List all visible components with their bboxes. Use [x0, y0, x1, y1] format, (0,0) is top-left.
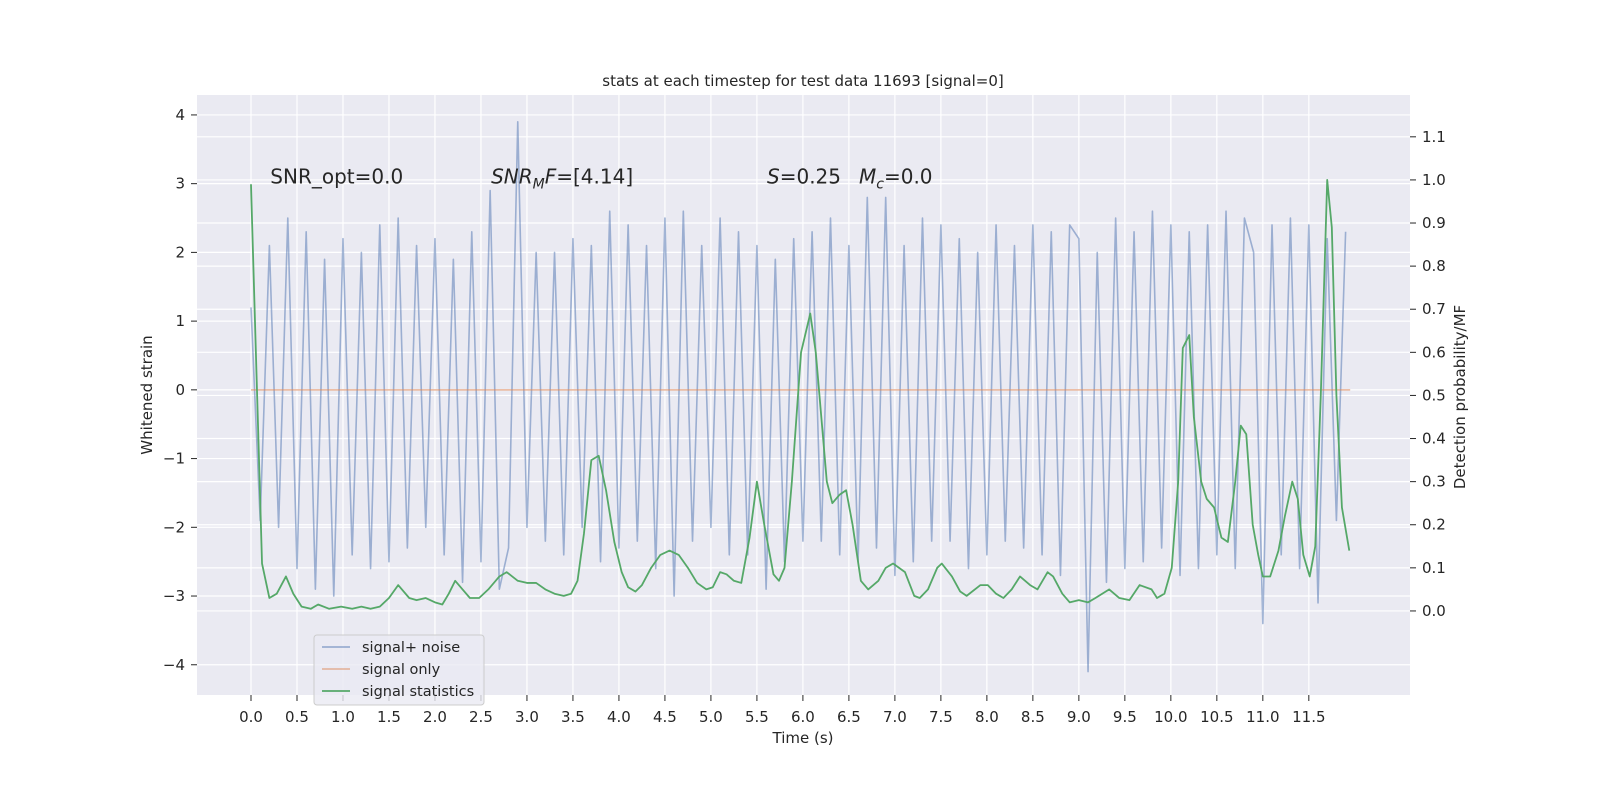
x-tick-label: 0.5 — [285, 708, 309, 726]
x-tick-label: 8.0 — [975, 708, 999, 726]
y2-axis-label: Detection probability/MF — [1451, 305, 1469, 489]
annotation-part: SNR_opt=0.0 — [270, 165, 403, 189]
x-tick-label: 2.0 — [423, 708, 447, 726]
y2-tick-label: 0.7 — [1422, 300, 1446, 318]
x-tick-label: 6.0 — [791, 708, 815, 726]
x-tick-label: 4.5 — [653, 708, 677, 726]
y-tick-label: −1 — [163, 450, 185, 468]
x-tick-label: 8.5 — [1021, 708, 1045, 726]
x-tick-label: 3.0 — [515, 708, 539, 726]
annotation-part: M — [859, 165, 876, 189]
x-tick-label: 11.5 — [1292, 708, 1325, 726]
y-tick-label: 3 — [175, 175, 185, 193]
x-tick-label: 7.5 — [929, 708, 953, 726]
annotation: SNR_opt=0.0 — [270, 165, 403, 189]
x-tick-label: 1.0 — [331, 708, 355, 726]
legend-box — [313, 634, 485, 706]
x-tick-label: 0.0 — [239, 708, 263, 726]
annotation-part: SNR — [491, 165, 533, 189]
y-tick-label: 4 — [175, 106, 185, 124]
x-axis-label: Time (s) — [772, 729, 834, 747]
y2-tick-label: 1.1 — [1422, 128, 1446, 146]
annotation: Mc=0.0 — [859, 165, 933, 193]
x-tick-label: 4.0 — [607, 708, 631, 726]
y2-tick-label: 0.1 — [1422, 559, 1446, 577]
grid — [197, 95, 1410, 695]
x-tick-label: 9.0 — [1067, 708, 1091, 726]
x-tick-label: 10.0 — [1154, 708, 1187, 726]
y2-tick-label: 0.3 — [1422, 473, 1446, 491]
annotation-part: =0.25 — [780, 165, 841, 189]
y2-tick-label: 0.9 — [1422, 214, 1446, 232]
annotation-part: =0.0 — [884, 165, 933, 189]
x-tick-label: 3.5 — [561, 708, 585, 726]
legend-label: signal statistics — [362, 684, 474, 700]
y-tick-label: −2 — [163, 518, 185, 536]
y2-tick-label: 0.5 — [1422, 386, 1446, 404]
annotation-part: M — [533, 177, 545, 193]
y2-tick-label: 0.0 — [1422, 602, 1446, 620]
y-tick-label: 1 — [175, 312, 185, 330]
y-tick-label: −3 — [163, 587, 185, 605]
annotation: SNRMF=[4.14] — [491, 165, 633, 193]
x-tick-label: 11.0 — [1246, 708, 1279, 726]
x-tick-label: 9.5 — [1113, 708, 1137, 726]
y-tick-label: 0 — [175, 381, 185, 399]
x-tick-label: 6.5 — [837, 708, 861, 726]
y-tick-label: 2 — [175, 243, 185, 261]
legend: signal+ noise signal only signal statistic… — [313, 634, 485, 706]
legend-label: signal+ noise — [362, 640, 460, 656]
x-tick-label: 1.5 — [377, 708, 401, 726]
annotation-part: F — [545, 165, 557, 189]
annotation-part: c — [876, 177, 884, 193]
y2-tick-label: 0.8 — [1422, 257, 1446, 275]
y-axis-label: Whitened strain — [138, 335, 156, 454]
x-tick-label: 5.5 — [745, 708, 769, 726]
y-tick-label: −4 — [163, 656, 185, 674]
x-tick-label: 2.5 — [469, 708, 493, 726]
y2-tick-label: 0.4 — [1422, 430, 1446, 448]
chart-title: stats at each timestep for test data 116… — [602, 72, 1003, 90]
data-line — [250, 179, 1351, 610]
x-tick-label: 10.5 — [1200, 708, 1233, 726]
y2-tick-label: 1.0 — [1422, 171, 1446, 189]
legend-label: signal only — [362, 662, 441, 678]
y2-tick-label: 0.6 — [1422, 343, 1446, 361]
y2-tick-label: 0.2 — [1422, 516, 1446, 534]
x-tick-label: 5.0 — [699, 708, 723, 726]
annotation-part: S — [767, 165, 780, 189]
annotation: S=0.25 — [767, 165, 841, 189]
x-tick-label: 7.0 — [883, 708, 907, 726]
annotation-part: =[4.14] — [556, 165, 633, 189]
